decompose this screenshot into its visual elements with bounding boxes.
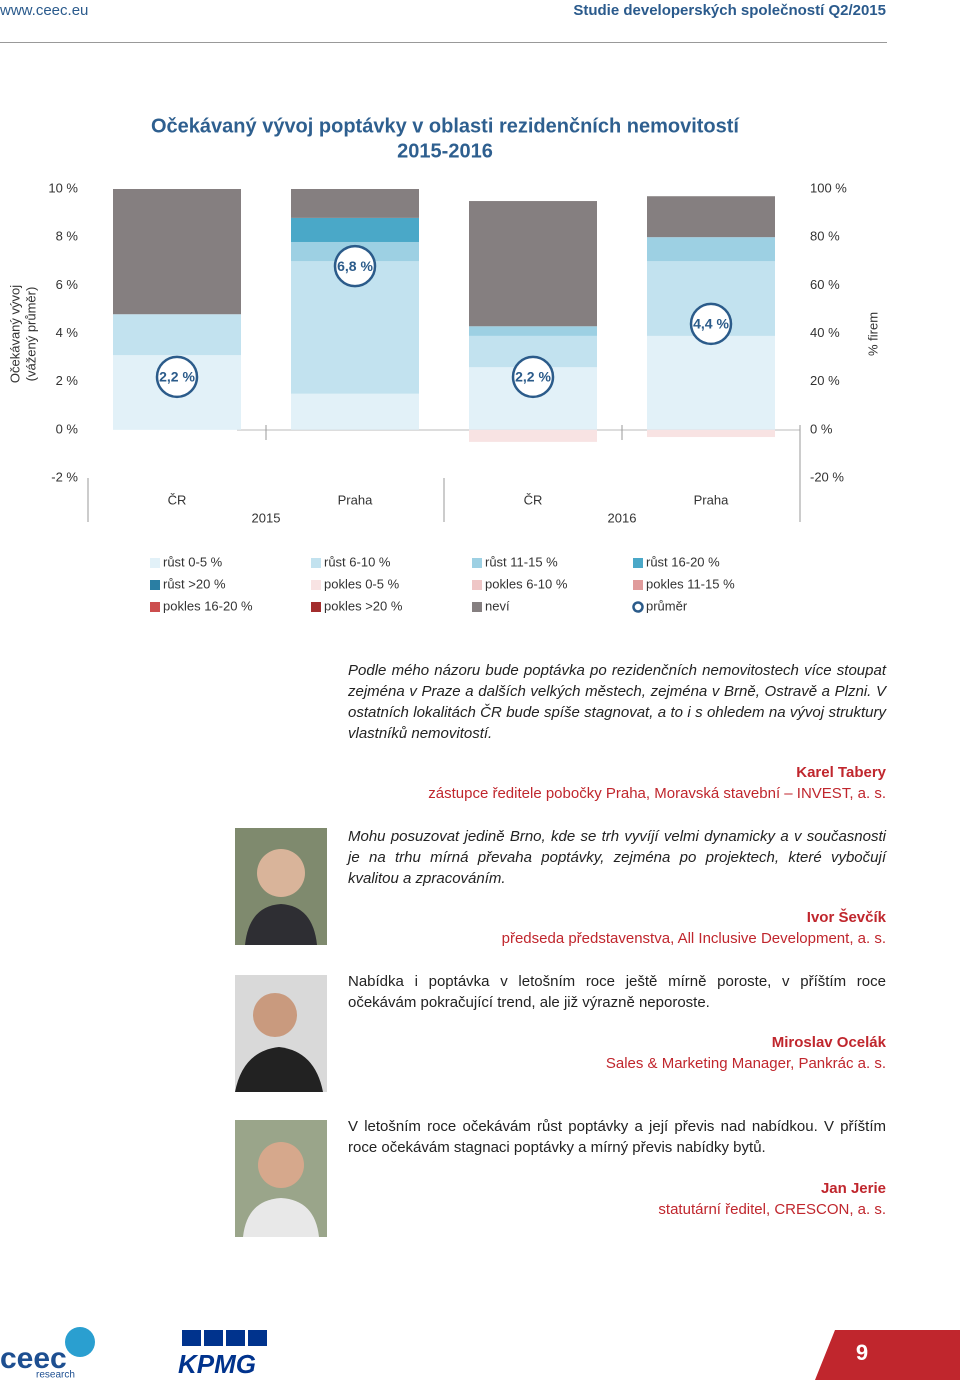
quote-text: V letošním roce očekávám růst poptávky a… <box>348 1118 886 1156</box>
logo-text: ceec <box>0 1342 67 1375</box>
legend-swatch <box>311 580 321 590</box>
page-number: 9 <box>856 1340 868 1365</box>
legend-swatch <box>311 602 321 612</box>
y-tick-label: 2 % <box>56 373 79 388</box>
quote-text: Podle mého názoru bude poptávka po rezid… <box>348 662 886 742</box>
legend-label: růst 11-15 % <box>485 554 558 569</box>
chart: Očekávaný vývoj poptávky v oblasti rezid… <box>7 115 880 613</box>
y2-axis-label: % firem <box>865 312 880 356</box>
y2-tick-label: 100 % <box>810 180 847 195</box>
y-axis-label: Očekávaný vývoj <box>7 285 22 383</box>
bar-segment <box>113 314 241 356</box>
legend-label: růst 6-10 % <box>324 554 391 569</box>
bar-segment <box>291 393 419 430</box>
footer: ceec research KPMG 9 <box>0 1327 960 1380</box>
legend-swatch <box>633 580 643 590</box>
legend-label: růst 0-5 % <box>163 554 223 569</box>
legend-swatch <box>472 602 482 612</box>
average-label: 6,8 % <box>337 258 373 274</box>
average-label: 2,2 % <box>159 369 195 385</box>
legend-swatch <box>150 602 160 612</box>
quote-name: Miroslav Ocelák <box>771 1034 886 1051</box>
y2-tick-label: -20 % <box>810 469 844 484</box>
legend-label: neví <box>485 598 510 613</box>
study-title: Studie developerských společností Q2/201… <box>573 2 886 19</box>
y-tick-label: -2 % <box>51 469 78 484</box>
y-tick-label: 4 % <box>56 325 79 340</box>
y-tick-label: 8 % <box>56 229 79 244</box>
bar-segment <box>647 237 775 262</box>
bar-segment <box>647 335 775 430</box>
chart-title: Očekávaný vývoj poptávky v oblasti rezid… <box>151 115 740 137</box>
x-tick-label: Praha <box>338 492 373 507</box>
legend-swatch <box>150 580 160 590</box>
quote-role: předseda představenstva, All Inclusive D… <box>501 930 886 947</box>
legend-label: pokles >20 % <box>324 598 403 613</box>
quote-name: Ivor Ševčík <box>806 909 886 926</box>
legend-swatch <box>633 558 643 568</box>
photo <box>235 828 327 945</box>
logo-icon <box>65 1327 95 1357</box>
legend-label: pokles 16-20 % <box>163 598 253 613</box>
legend-label: pokles 0-5 % <box>324 576 400 591</box>
y-tick-label: 0 % <box>56 421 79 436</box>
y2-tick-label: 40 % <box>810 325 840 340</box>
bar-segment <box>291 217 419 242</box>
average-marker <box>511 355 555 399</box>
logo-subtext: research <box>36 1370 75 1380</box>
legend-label: pokles 11-15 % <box>646 576 735 591</box>
quote-role: Sales & Marketing Manager, Pankrác a. s. <box>605 1055 886 1072</box>
y2-tick-label: 0 % <box>810 421 833 436</box>
kpmg-boxes <box>182 1330 267 1346</box>
axis-ticks <box>87 425 801 522</box>
y-tick-label: 6 % <box>56 277 79 292</box>
bar-segment <box>647 196 775 238</box>
partner-logo: KPMG <box>178 1349 256 1379</box>
bar-segment <box>113 189 241 315</box>
legend-label: průměr <box>646 598 688 613</box>
legend-swatch <box>472 580 482 590</box>
group-label: 2016 <box>608 510 637 525</box>
legend-swatch <box>472 558 482 568</box>
bar-segment <box>469 429 597 442</box>
quote-text: Nabídka i poptávka v letošním roce ještě… <box>348 973 886 1011</box>
group-label: 2015 <box>252 510 281 525</box>
quote-name: Jan Jerie <box>820 1180 886 1197</box>
quote-name: Karel Tabery <box>796 764 886 781</box>
quote-text: Mohu posuzovat jedině Brno, kde se trh v… <box>348 828 886 887</box>
legend-label: růst >20 % <box>163 576 226 591</box>
legend-label: růst 16-20 % <box>646 554 720 569</box>
legend-swatch <box>311 558 321 568</box>
page-badge <box>815 1330 960 1380</box>
bar-segment <box>469 326 597 336</box>
y2-tick-label: 60 % <box>810 277 840 292</box>
photo <box>235 1120 327 1237</box>
y-axis-label: (vážený průměr) <box>23 287 38 382</box>
quote-role: statutární ředitel, CRESCON, a. s. <box>658 1201 886 1218</box>
chart-subtitle: 2015-2016 <box>397 140 493 162</box>
x-tick-label: ČR <box>524 492 543 507</box>
photo <box>235 975 327 1092</box>
bar-segment <box>469 201 597 327</box>
y-tick-label: 10 % <box>48 180 78 195</box>
y2-tick-label: 80 % <box>810 229 840 244</box>
legend-swatch <box>150 558 160 568</box>
bar-segment <box>647 429 775 438</box>
legend-label: pokles 6-10 % <box>485 576 568 591</box>
legend-swatch <box>632 601 644 613</box>
quote-role: zástupce ředitele pobočky Praha, Moravsk… <box>428 785 886 802</box>
average-label: 2,2 % <box>515 369 551 385</box>
site-link[interactable]: www.ceec.eu <box>0 2 89 19</box>
average-marker <box>155 355 199 399</box>
average-label: 4,4 % <box>693 316 729 332</box>
x-tick-label: ČR <box>168 492 187 507</box>
x-tick-label: Praha <box>694 492 729 507</box>
header-rule <box>0 42 887 43</box>
average-marker <box>689 302 733 346</box>
bar-segment <box>291 189 419 218</box>
average-marker <box>333 244 377 288</box>
y2-tick-label: 20 % <box>810 373 840 388</box>
